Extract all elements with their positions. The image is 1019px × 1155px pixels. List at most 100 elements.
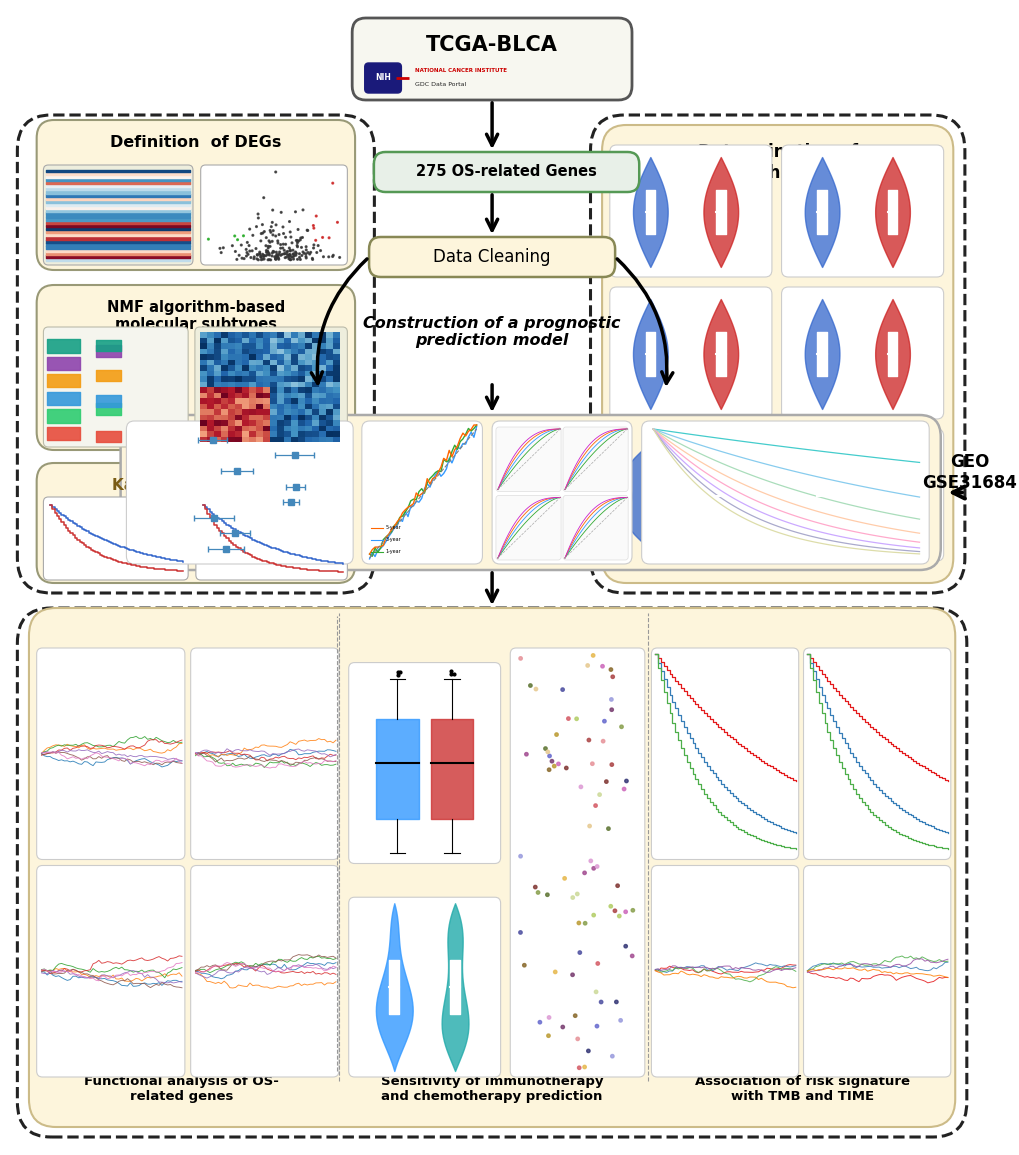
FancyBboxPatch shape bbox=[191, 648, 338, 859]
Point bbox=[256, 246, 272, 264]
Point bbox=[242, 241, 258, 260]
Point bbox=[262, 222, 278, 240]
Text: NATIONAL CANCER INSTITUTE: NATIONAL CANCER INSTITUTE bbox=[415, 68, 506, 74]
Point bbox=[294, 229, 311, 247]
FancyBboxPatch shape bbox=[601, 125, 953, 583]
Point bbox=[246, 247, 262, 266]
Point bbox=[215, 239, 231, 258]
Point bbox=[263, 223, 279, 241]
Point bbox=[288, 244, 305, 262]
Point bbox=[281, 245, 298, 263]
Point bbox=[306, 236, 322, 254]
Point bbox=[282, 241, 299, 260]
Point bbox=[624, 901, 640, 919]
Point bbox=[245, 226, 261, 245]
Point bbox=[270, 233, 286, 252]
Point bbox=[275, 234, 291, 253]
Point bbox=[270, 246, 286, 264]
FancyBboxPatch shape bbox=[44, 165, 193, 264]
Point bbox=[235, 249, 252, 268]
Point bbox=[564, 966, 580, 984]
Point bbox=[596, 711, 612, 730]
Point bbox=[300, 244, 316, 262]
Point bbox=[276, 245, 292, 263]
Point bbox=[253, 247, 269, 266]
Point bbox=[281, 246, 298, 264]
Point bbox=[603, 700, 620, 718]
FancyBboxPatch shape bbox=[17, 608, 966, 1137]
Point bbox=[298, 240, 314, 259]
Point bbox=[591, 785, 607, 804]
Point bbox=[298, 247, 314, 266]
Point bbox=[314, 229, 330, 247]
FancyBboxPatch shape bbox=[126, 422, 353, 564]
Point bbox=[278, 248, 294, 267]
Point bbox=[259, 243, 275, 261]
Point bbox=[282, 246, 299, 264]
Point bbox=[548, 725, 565, 744]
Point bbox=[298, 238, 314, 256]
Point bbox=[264, 232, 280, 251]
Point bbox=[276, 245, 292, 263]
Point bbox=[248, 239, 264, 258]
Point bbox=[266, 247, 282, 266]
Point bbox=[288, 231, 305, 249]
Point bbox=[305, 216, 321, 234]
Point bbox=[287, 246, 304, 264]
Point bbox=[585, 646, 601, 664]
Point bbox=[233, 249, 250, 268]
Point bbox=[252, 245, 268, 263]
Point bbox=[581, 817, 597, 835]
Point bbox=[587, 983, 603, 1001]
Point bbox=[537, 739, 553, 758]
Point bbox=[269, 247, 285, 266]
Point bbox=[258, 243, 274, 261]
Point bbox=[271, 243, 287, 261]
Point bbox=[228, 251, 245, 269]
Point bbox=[568, 709, 584, 728]
Point bbox=[304, 249, 320, 268]
Point bbox=[253, 248, 269, 267]
Point bbox=[292, 229, 309, 247]
Point bbox=[315, 247, 331, 266]
FancyBboxPatch shape bbox=[365, 64, 401, 94]
Point bbox=[268, 248, 284, 267]
Point bbox=[258, 237, 274, 255]
Point bbox=[325, 246, 341, 264]
FancyBboxPatch shape bbox=[562, 495, 628, 560]
Point bbox=[587, 796, 603, 814]
Point bbox=[571, 914, 587, 932]
Point bbox=[282, 223, 299, 241]
FancyBboxPatch shape bbox=[352, 18, 632, 100]
Point bbox=[233, 236, 250, 254]
Point bbox=[582, 851, 598, 870]
Point bbox=[608, 877, 625, 895]
Point bbox=[291, 231, 308, 249]
Point bbox=[290, 232, 307, 251]
FancyBboxPatch shape bbox=[562, 427, 628, 492]
Point bbox=[262, 251, 278, 269]
Point bbox=[512, 847, 528, 865]
Point bbox=[253, 232, 269, 251]
Point bbox=[229, 231, 246, 249]
Point bbox=[249, 246, 265, 264]
FancyBboxPatch shape bbox=[651, 865, 798, 1076]
Point bbox=[282, 228, 299, 246]
Point bbox=[299, 221, 315, 239]
Point bbox=[238, 233, 255, 252]
FancyBboxPatch shape bbox=[374, 152, 639, 192]
Point bbox=[288, 237, 305, 255]
Point bbox=[284, 241, 301, 260]
Point bbox=[569, 1029, 585, 1048]
Point bbox=[238, 247, 255, 266]
FancyBboxPatch shape bbox=[781, 429, 943, 561]
Text: Association of risk signature
with TMB and TIME: Association of risk signature with TMB a… bbox=[694, 1075, 909, 1103]
Point bbox=[280, 249, 297, 268]
Point bbox=[588, 857, 604, 875]
FancyBboxPatch shape bbox=[495, 427, 560, 492]
Point bbox=[260, 237, 276, 255]
Point bbox=[300, 222, 316, 240]
FancyBboxPatch shape bbox=[609, 146, 771, 277]
FancyBboxPatch shape bbox=[191, 865, 338, 1076]
Point bbox=[265, 243, 281, 261]
